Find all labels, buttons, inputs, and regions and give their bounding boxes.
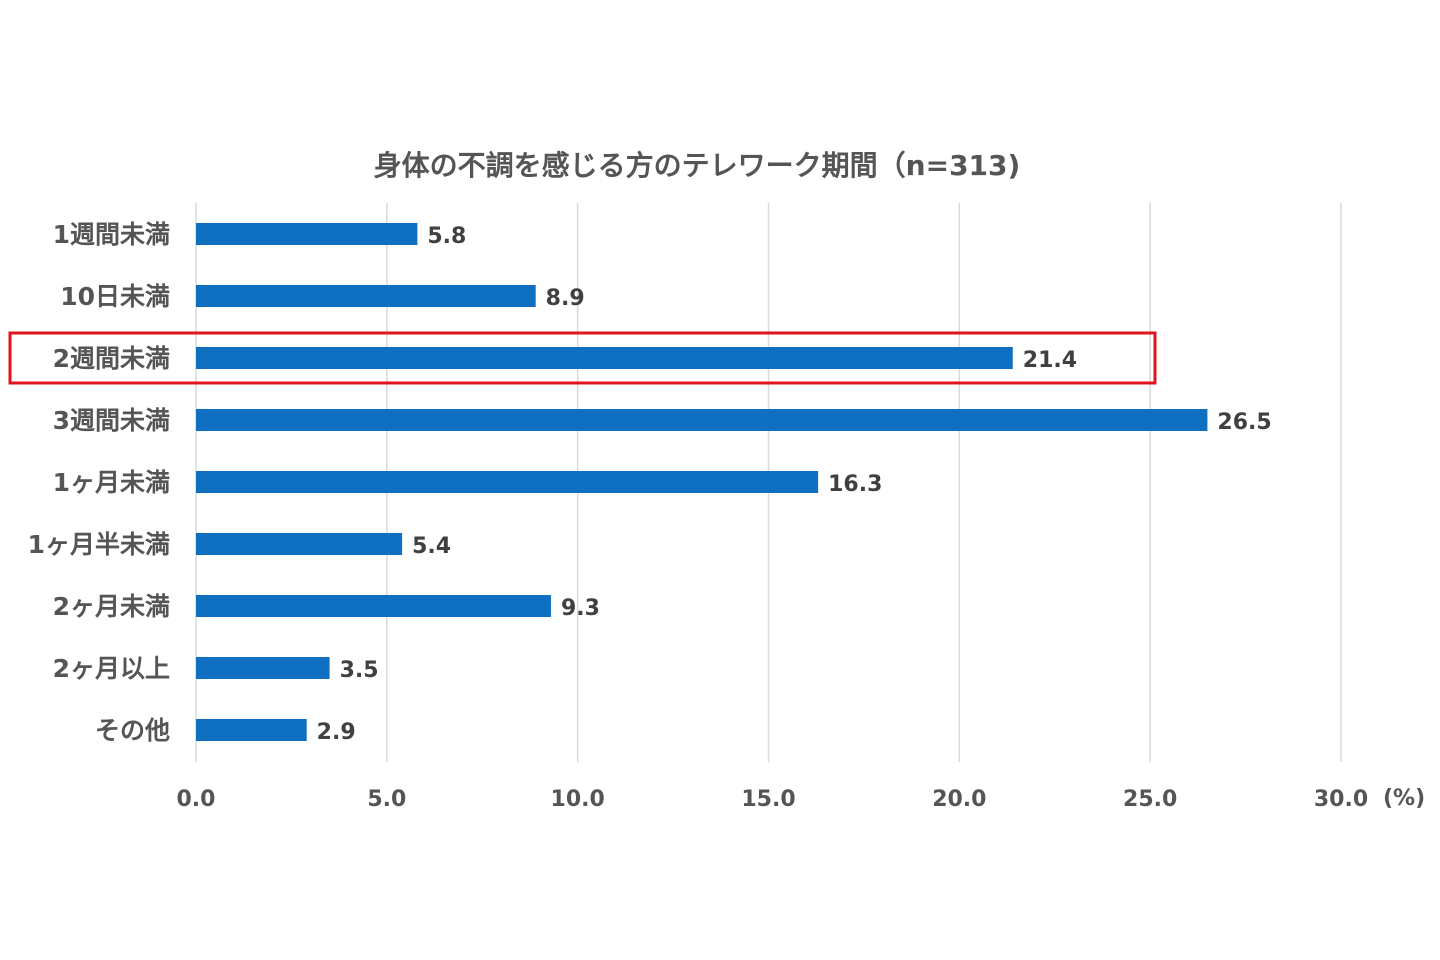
x-tick-label: 15.0 bbox=[741, 787, 795, 812]
category-label: 2週間未満 bbox=[53, 344, 170, 373]
bar bbox=[196, 719, 307, 741]
x-tick-label: 25.0 bbox=[1123, 787, 1177, 812]
category-label: 1ヶ月半未満 bbox=[28, 530, 170, 559]
bar bbox=[196, 657, 330, 679]
category-label: 10日未満 bbox=[60, 282, 170, 311]
category-label: 2ヶ月未満 bbox=[53, 592, 170, 621]
bar bbox=[196, 285, 536, 307]
chart-title: 身体の不調を感じる方のテレワーク期間（n=313) bbox=[374, 149, 1021, 182]
x-tick-label: 10.0 bbox=[551, 787, 605, 812]
category-label: その他 bbox=[95, 716, 170, 745]
bar bbox=[196, 533, 403, 555]
category-label: 1週間未満 bbox=[53, 220, 170, 249]
value-labels: 5.8 8.9 21.4 26.5 16.3 5.4 9.3 3.5 2.9 bbox=[317, 224, 1272, 745]
category-label: 2ヶ月以上 bbox=[53, 654, 170, 683]
data-label: 21.4 bbox=[1023, 348, 1077, 373]
x-tick-label: 0.0 bbox=[177, 787, 216, 812]
bar bbox=[196, 595, 551, 617]
bar bbox=[196, 409, 1208, 431]
data-label: 5.4 bbox=[412, 534, 451, 559]
bar bbox=[196, 471, 819, 493]
bar bbox=[196, 223, 418, 245]
data-label: 26.5 bbox=[1217, 410, 1271, 435]
highlight-box bbox=[8, 331, 1157, 385]
category-label: 1ヶ月未満 bbox=[53, 468, 170, 497]
category-labels: 1週間未満 10日未満 2週間未満 3週間未満 1ヶ月未満 1ヶ月半未満 2ヶ月未満 2ヶ月以… bbox=[28, 220, 170, 745]
x-tick-label: 5.0 bbox=[367, 787, 406, 812]
bar bbox=[196, 347, 1013, 369]
data-label: 3.5 bbox=[340, 658, 379, 683]
highlight-box-rect bbox=[8, 331, 1157, 385]
data-label: 8.9 bbox=[546, 286, 585, 311]
category-label: 3週間未満 bbox=[53, 406, 170, 435]
data-label: 5.8 bbox=[427, 224, 466, 249]
x-tick-label: 30.0 bbox=[1314, 787, 1368, 812]
bars bbox=[196, 223, 1208, 741]
data-label: 2.9 bbox=[317, 720, 356, 745]
data-label: 16.3 bbox=[828, 472, 882, 497]
data-label: 9.3 bbox=[561, 596, 600, 621]
x-tick-label: 20.0 bbox=[932, 787, 986, 812]
x-axis-tick-labels: 0.0 5.0 10.0 15.0 20.0 25.0 30.0 bbox=[177, 787, 1369, 812]
x-axis-unit-label: (%) bbox=[1383, 786, 1425, 811]
